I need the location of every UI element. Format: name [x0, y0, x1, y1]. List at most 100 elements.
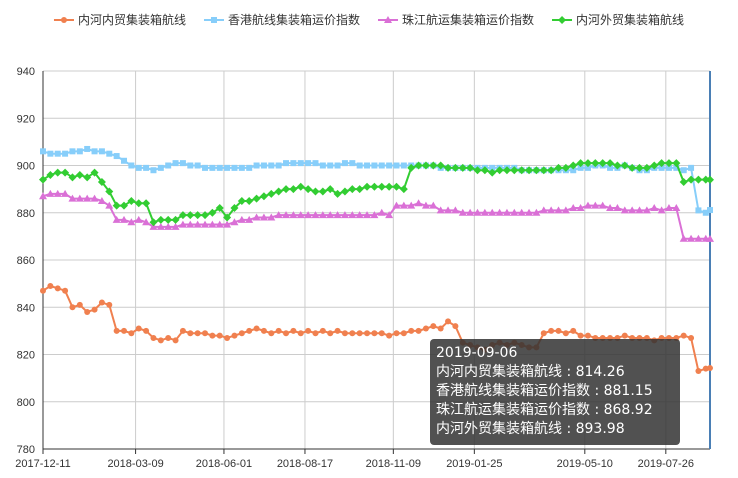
series-3: [39, 159, 714, 227]
data-point: [392, 182, 401, 191]
data-point: [355, 211, 364, 219]
series-line: [42, 162, 711, 224]
data-point: [607, 164, 614, 171]
data-point: [245, 215, 254, 223]
data-point: [260, 327, 267, 334]
data-point: [400, 330, 407, 337]
data-point: [386, 332, 393, 339]
data-point: [436, 161, 445, 170]
data-point: [312, 330, 319, 337]
data-point: [532, 208, 541, 216]
x-tick-label: 2018-03-09: [107, 458, 163, 470]
data-point: [305, 327, 312, 334]
data-point: [260, 162, 267, 169]
data-point: [628, 206, 637, 214]
data-point: [673, 164, 680, 171]
data-point: [665, 164, 672, 171]
legend-item-3[interactable]: 内河外贸集装箱航线: [552, 12, 684, 27]
data-point: [613, 204, 622, 212]
series-1: [40, 145, 713, 216]
data-point: [591, 159, 600, 168]
data-point: [97, 178, 106, 187]
data-point: [245, 196, 254, 205]
data-point: [334, 327, 341, 334]
chart-legend[interactable]: 内河内贸集装箱航线 香港航线集装箱运价指数 珠江航运集装箱运价指数 内河外贸集装箱航线: [53, 12, 684, 27]
data-point: [46, 189, 55, 197]
data-point: [664, 159, 673, 168]
data-point: [134, 199, 143, 208]
data-point: [208, 208, 217, 217]
data-point: [40, 287, 46, 294]
data-point: [143, 327, 150, 334]
data-point: [54, 150, 61, 157]
data-point: [326, 211, 335, 219]
data-point: [340, 187, 349, 196]
data-point: [201, 220, 210, 228]
data-point: [621, 332, 628, 339]
legend-item-2[interactable]: 珠江航运集装箱运价指数: [378, 12, 534, 27]
data-point: [517, 208, 526, 216]
data-point: [253, 162, 260, 169]
data-point: [620, 206, 629, 214]
x-tick-label: 2019-05-10: [557, 458, 613, 470]
data-point: [510, 208, 519, 216]
data-point: [319, 162, 326, 169]
data-point: [554, 206, 563, 214]
data-point: [421, 201, 430, 209]
data-point: [283, 330, 290, 337]
data-point: [297, 330, 304, 337]
data-point: [547, 206, 556, 214]
data-point: [620, 161, 629, 170]
data-point: [355, 185, 364, 194]
data-point: [246, 327, 253, 334]
data-point: [349, 330, 356, 337]
data-point: [47, 150, 54, 157]
data-point: [304, 185, 313, 194]
data-point: [224, 334, 231, 341]
data-point: [164, 215, 173, 224]
legend-item-0[interactable]: 内河内贸集装箱航线: [53, 12, 186, 27]
data-point: [702, 209, 709, 216]
data-point: [583, 201, 592, 209]
data-point: [606, 204, 615, 212]
x-tick-label: 2018-11-09: [366, 458, 421, 470]
data-point: [209, 332, 216, 339]
y-tick-label: 920: [17, 113, 35, 125]
data-point: [268, 162, 275, 169]
data-point: [61, 168, 70, 177]
data-point: [348, 211, 357, 219]
data-point: [83, 173, 92, 182]
data-point: [296, 182, 305, 191]
data-point: [319, 327, 326, 334]
data-point: [570, 167, 577, 174]
data-point: [53, 189, 62, 197]
data-point: [90, 194, 99, 202]
data-point: [90, 168, 99, 177]
data-point: [489, 164, 496, 171]
data-point: [296, 211, 305, 219]
x-tick-label: 2019-01-25: [446, 458, 502, 470]
data-point: [694, 234, 703, 242]
data-point: [650, 204, 659, 212]
data-point: [707, 207, 713, 214]
data-point: [657, 159, 666, 168]
data-point: [230, 204, 239, 213]
data-point: [224, 164, 231, 171]
data-point: [128, 330, 135, 337]
data-point: [113, 153, 120, 160]
data-point: [128, 162, 135, 169]
data-point: [143, 164, 150, 171]
data-point: [179, 327, 186, 334]
data-point: [120, 215, 129, 223]
data-point: [532, 166, 541, 175]
data-point: [333, 189, 342, 198]
data-point: [39, 192, 47, 200]
data-point: [53, 168, 62, 177]
y-tick-label: 860: [17, 255, 35, 267]
data-point: [370, 211, 379, 219]
data-point: [113, 327, 120, 334]
data-point: [223, 220, 232, 228]
y-tick-label: 880: [17, 208, 35, 220]
legend-item-1[interactable]: 香港航线集装箱运价指数: [203, 12, 360, 27]
data-point: [340, 211, 349, 219]
